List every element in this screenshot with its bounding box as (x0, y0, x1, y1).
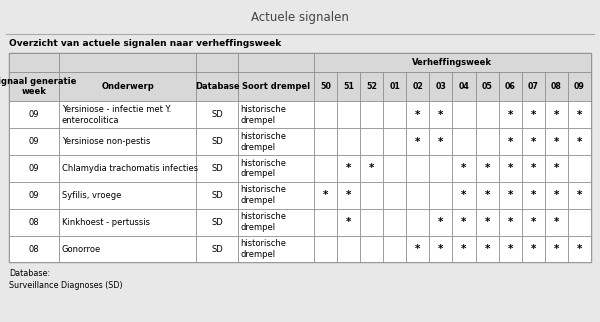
Text: *: * (508, 164, 513, 174)
Text: *: * (530, 164, 536, 174)
Text: *: * (508, 137, 513, 147)
Text: Overzicht van actuele signalen naar verheffingsweek: Overzicht van actuele signalen naar verh… (9, 39, 281, 48)
Text: 08: 08 (29, 218, 40, 227)
Text: Signaal generatie
week: Signaal generatie week (0, 77, 76, 96)
Text: Kinkhoest - pertussis: Kinkhoest - pertussis (62, 218, 150, 227)
Text: Onderwerp: Onderwerp (101, 82, 154, 91)
Text: SD: SD (211, 110, 223, 119)
Text: *: * (577, 137, 582, 147)
Text: *: * (508, 217, 513, 227)
Text: SD: SD (211, 137, 223, 146)
Text: *: * (577, 110, 582, 120)
Text: *: * (530, 217, 536, 227)
Text: *: * (346, 190, 351, 200)
Text: *: * (438, 217, 443, 227)
Text: 09: 09 (574, 82, 585, 91)
Text: 51: 51 (343, 82, 354, 91)
Text: 05: 05 (482, 82, 493, 91)
Text: 07: 07 (528, 82, 539, 91)
Text: *: * (577, 244, 582, 254)
Text: *: * (554, 110, 559, 120)
Text: SD: SD (211, 218, 223, 227)
Text: 06: 06 (505, 82, 515, 91)
Text: historische
drempel: historische drempel (241, 212, 287, 232)
Text: 08: 08 (551, 82, 562, 91)
Text: *: * (415, 137, 421, 147)
Text: Database: Database (195, 82, 239, 91)
Text: 01: 01 (389, 82, 400, 91)
Text: *: * (530, 137, 536, 147)
Text: *: * (415, 244, 421, 254)
Text: *: * (438, 244, 443, 254)
Text: *: * (554, 190, 559, 200)
Text: *: * (508, 110, 513, 120)
Text: *: * (530, 110, 536, 120)
Text: *: * (530, 244, 536, 254)
Text: *: * (461, 190, 467, 200)
Text: 04: 04 (458, 82, 469, 91)
Text: 09: 09 (29, 191, 40, 200)
Text: *: * (438, 137, 443, 147)
Text: *: * (346, 164, 351, 174)
Text: *: * (369, 164, 374, 174)
Text: Syfilis, vroege: Syfilis, vroege (62, 191, 121, 200)
Text: 52: 52 (366, 82, 377, 91)
Text: historische
drempel: historische drempel (241, 132, 287, 152)
Text: *: * (484, 217, 490, 227)
Text: *: * (438, 110, 443, 120)
Text: 02: 02 (412, 82, 423, 91)
Text: *: * (530, 190, 536, 200)
Text: 50: 50 (320, 82, 331, 91)
Text: *: * (577, 190, 582, 200)
Text: Verheffingsweek: Verheffingsweek (412, 58, 493, 67)
Text: Chlamydia trachomatis infecties: Chlamydia trachomatis infecties (62, 164, 198, 173)
Text: *: * (554, 217, 559, 227)
Text: *: * (508, 244, 513, 254)
Text: historische
drempel: historische drempel (241, 159, 287, 178)
Text: SD: SD (211, 244, 223, 253)
Text: *: * (554, 137, 559, 147)
Text: *: * (484, 244, 490, 254)
Text: historische
drempel: historische drempel (241, 185, 287, 205)
Text: Actuele signalen: Actuele signalen (251, 11, 349, 24)
Text: *: * (554, 164, 559, 174)
Text: Yersiniose non-pestis: Yersiniose non-pestis (62, 137, 150, 146)
Text: historische
drempel: historische drempel (241, 239, 287, 259)
Text: Gonorroe: Gonorroe (62, 244, 101, 253)
Text: *: * (484, 190, 490, 200)
Text: *: * (415, 110, 421, 120)
Text: historische
drempel: historische drempel (241, 105, 287, 125)
Text: *: * (554, 244, 559, 254)
Text: *: * (484, 164, 490, 174)
Text: *: * (323, 190, 328, 200)
Text: SD: SD (211, 191, 223, 200)
Text: *: * (461, 164, 467, 174)
Text: 08: 08 (29, 244, 40, 253)
Text: *: * (346, 217, 351, 227)
Text: Database:
Surveillance Diagnoses (SD): Database: Surveillance Diagnoses (SD) (9, 269, 122, 290)
Text: Soort drempel: Soort drempel (242, 82, 310, 91)
Text: 09: 09 (29, 110, 40, 119)
Text: *: * (461, 217, 467, 227)
Text: SD: SD (211, 164, 223, 173)
Text: *: * (461, 244, 467, 254)
Text: 03: 03 (436, 82, 446, 91)
Text: 09: 09 (29, 137, 40, 146)
Text: *: * (508, 190, 513, 200)
Text: 09: 09 (29, 164, 40, 173)
Text: Yersiniose - infectie met Y.
enterocolitica: Yersiniose - infectie met Y. enterocolit… (62, 105, 171, 125)
